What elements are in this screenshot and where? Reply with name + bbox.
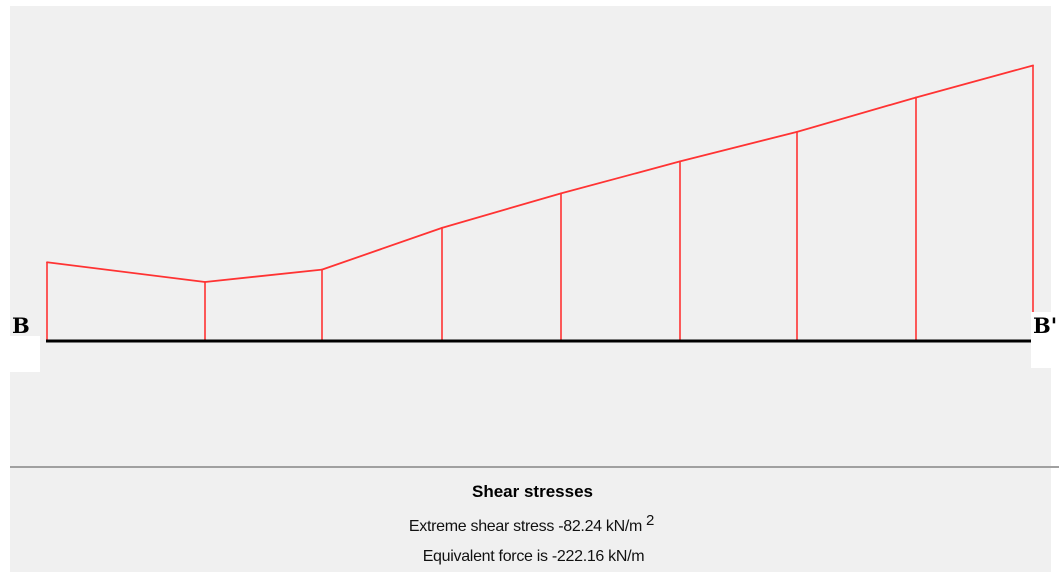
stress-segment-6 <box>796 96 917 133</box>
start-label-b: B <box>12 313 30 338</box>
caption-divider <box>10 466 1059 468</box>
stress-segment-1 <box>204 268 323 283</box>
stress-diagram-group <box>46 64 1034 341</box>
end-label-b-prime: B' <box>1033 313 1058 338</box>
right-white-edge <box>1051 0 1059 572</box>
stress-segment-0 <box>46 261 206 283</box>
extreme-shear-stress-value: Extreme shear stress -82.24 kN/m <box>408 518 643 535</box>
caption-panel: Shear stresses Extreme shear stress -82.… <box>0 478 1059 572</box>
stress-segment-7 <box>915 64 1034 99</box>
stress-segment-5 <box>679 130 798 163</box>
unit-exponent: 2 <box>646 512 655 529</box>
stress-segment-2 <box>321 226 443 271</box>
label-b-prime-background <box>1031 312 1059 368</box>
equivalent-force-text: Equivalent force is -222.16 kN/m <box>422 548 645 565</box>
left-white-edge <box>0 0 10 572</box>
label-b-background <box>10 336 40 372</box>
stress-segment-3 <box>441 192 562 229</box>
extreme-shear-stress-text: Extreme shear stress -82.24 kN/m 2 <box>2 506 1059 542</box>
caption-title: Shear stresses <box>472 482 593 501</box>
top-white-edge <box>0 0 1059 6</box>
stress-segment-4 <box>560 160 681 195</box>
